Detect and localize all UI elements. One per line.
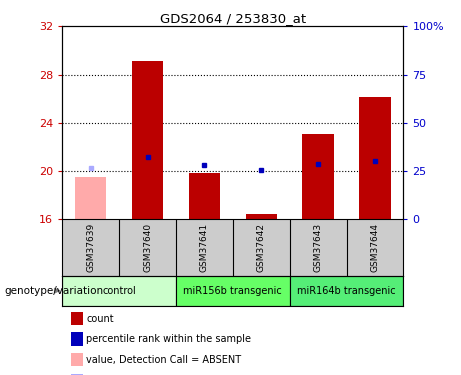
Text: genotype/variation: genotype/variation [5, 286, 104, 296]
Bar [176, 276, 290, 306]
Bar [302, 134, 334, 219]
Bar [189, 173, 220, 219]
Text: miR164b transgenic: miR164b transgenic [297, 286, 396, 296]
Text: miR156b transgenic: miR156b transgenic [183, 286, 282, 296]
Text: control: control [102, 286, 136, 296]
Text: value, Detection Call = ABSENT: value, Detection Call = ABSENT [86, 355, 241, 365]
Text: GSM37642: GSM37642 [257, 223, 266, 272]
Text: percentile rank within the sample: percentile rank within the sample [86, 334, 251, 344]
Bar [75, 177, 106, 219]
Title: GDS2064 / 253830_at: GDS2064 / 253830_at [160, 12, 306, 25]
Bar [132, 61, 163, 219]
Bar [359, 98, 390, 219]
Text: GSM37639: GSM37639 [86, 223, 95, 272]
Text: GSM37641: GSM37641 [200, 223, 209, 272]
Text: GSM37644: GSM37644 [371, 223, 379, 272]
Text: count: count [86, 314, 114, 324]
Bar [290, 276, 403, 306]
Bar [62, 276, 176, 306]
Text: GSM37643: GSM37643 [313, 223, 323, 272]
Text: GSM37640: GSM37640 [143, 223, 152, 272]
Bar [246, 214, 277, 219]
